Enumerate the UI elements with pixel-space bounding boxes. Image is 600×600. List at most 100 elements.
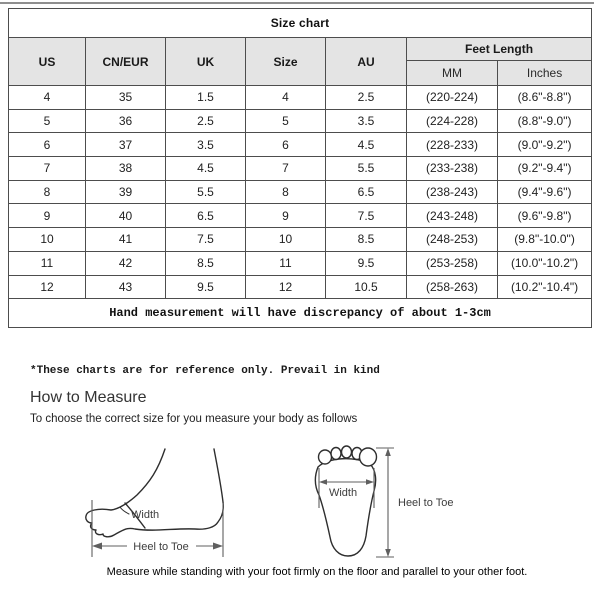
- size-cell: (8.8"-9.0"): [496, 108, 593, 134]
- size-chart-table: Size chart US CN/EUR UK Size AU Feet Len…: [7, 8, 593, 329]
- size-cell: 9: [8, 203, 86, 229]
- table-footnote: Hand measurement will have discrepancy o…: [7, 298, 593, 329]
- size-cell: (9.4"-9.6"): [496, 179, 593, 205]
- size-cell: (233-238): [406, 156, 498, 181]
- table-row: 12 43 9.5 12 10.5 (258-263) (10.2"-10.4"): [8, 274, 593, 300]
- column-header-row: US CN/EUR UK Size AU Feet Length: [8, 37, 593, 86]
- side-view-foot-diagram: Width Heel to Toe: [85, 448, 224, 557]
- size-cell: (238-243): [406, 179, 498, 205]
- size-cell: (10.0"-10.2"): [496, 250, 593, 276]
- column-header-us: US: [8, 37, 86, 86]
- arrowhead-right: [213, 542, 223, 550]
- top-heel-to-toe-label: Heel to Toe: [398, 497, 453, 509]
- size-cell: 12: [245, 274, 326, 300]
- size-cell: 4.5: [325, 132, 407, 158]
- size-cell: (243-248): [406, 203, 498, 229]
- size-cell: 10.5: [325, 274, 407, 300]
- size-cell: 10: [245, 227, 326, 252]
- size-cell: 38: [85, 156, 166, 181]
- size-cell: (9.6"-9.8"): [496, 203, 593, 229]
- foot-outline: [85, 448, 224, 538]
- top-width-label: Width: [329, 487, 357, 499]
- size-cell: 9.5: [325, 250, 407, 276]
- side-width-label: Width: [131, 509, 159, 521]
- column-header-cn-eur: CN/EUR: [85, 37, 166, 86]
- instep-width-line: [124, 502, 146, 529]
- size-cell: 41: [85, 227, 166, 252]
- size-cell: 12: [8, 274, 86, 300]
- size-cell: 9: [245, 203, 326, 229]
- table-row: 6 37 3.5 6 4.5 (228-233) (9.0"-9.2"): [8, 132, 593, 158]
- arrowhead-down: [385, 549, 391, 557]
- column-header-inches: Inches: [496, 60, 593, 86]
- width-leader-line: [119, 506, 130, 515]
- column-header-mm: MM: [406, 60, 498, 86]
- how-to-measure-title: How to Measure: [30, 389, 147, 406]
- size-cell: 6.5: [165, 203, 246, 229]
- size-cell: 3.5: [325, 108, 407, 134]
- column-header-au: AU: [325, 37, 407, 86]
- size-cell: 40: [85, 203, 166, 229]
- table-title-row: Size chart: [7, 8, 593, 38]
- size-cell: 6: [245, 132, 326, 158]
- size-cell: 36: [85, 108, 166, 134]
- size-cell: 39: [85, 179, 166, 205]
- how-to-measure-subtitle: To choose the correct size for you measu…: [30, 413, 358, 425]
- size-cell: 10: [8, 227, 86, 252]
- reference-note: *These charts are for reference only. Pr…: [30, 365, 380, 377]
- toe: [330, 446, 342, 461]
- size-cell: 7.5: [165, 227, 246, 252]
- size-cell: 35: [85, 85, 166, 110]
- column-header-feet-length: Feet Length: [405, 37, 593, 61]
- toe-big: [358, 447, 378, 467]
- size-cell: (9.2"-9.4"): [496, 156, 593, 181]
- size-cell: (9.0"-9.2"): [496, 132, 593, 158]
- size-cell: 7.5: [325, 203, 407, 229]
- size-cell: (248-253): [406, 227, 498, 252]
- table-row: 4 35 1.5 4 2.5 (220-224) (8.6"-8.8"): [8, 85, 593, 110]
- side-heel-to-toe-label: Heel to Toe: [133, 541, 188, 553]
- footprint-outline: [314, 458, 377, 557]
- size-cell: 2.5: [165, 108, 246, 134]
- size-cell: 7: [8, 156, 86, 181]
- table-row: 8 39 5.5 8 6.5 (238-243) (9.4"-9.6"): [8, 179, 593, 205]
- top-divider: [0, 2, 594, 4]
- column-header-size: Size: [245, 37, 326, 86]
- size-cell: (8.6"-8.8"): [496, 85, 593, 110]
- sub-header-row: MM Inches: [9, 60, 593, 86]
- size-cell: 7: [245, 156, 326, 181]
- table-header: Size chart US CN/EUR UK Size AU Feet Len…: [7, 8, 593, 86]
- size-cell: 8.5: [165, 250, 246, 276]
- table-row: 5 36 2.5 5 3.5 (224-228) (8.8"-9.0"): [8, 108, 593, 134]
- table-row: 11 42 8.5 11 9.5 (253-258) (10.0"-10.2"): [8, 250, 593, 276]
- table-body: 4 35 1.5 4 2.5 (220-224) (8.6"-8.8") 5 36 2.5 5 3.5…: [8, 85, 593, 300]
- toe: [340, 445, 353, 459]
- size-cell: 6: [8, 132, 86, 158]
- size-cell: 1.5: [165, 85, 246, 110]
- size-cell: 9.5: [165, 274, 246, 300]
- size-cell: (228-233): [406, 132, 498, 158]
- size-cell: 8.5: [325, 227, 407, 252]
- size-cell: 3.5: [165, 132, 246, 158]
- table-footer: Hand measurement will have discrepancy o…: [7, 298, 593, 329]
- size-cell: (10.2"-10.4"): [496, 274, 593, 300]
- size-cell: 8: [8, 179, 86, 205]
- arrowhead-up: [385, 448, 391, 456]
- size-cell: 6.5: [325, 179, 407, 205]
- top-view-foot-diagram: Width Heel to Toe: [314, 445, 453, 558]
- arrowhead-left: [319, 479, 327, 485]
- size-cell: (253-258): [406, 250, 498, 276]
- size-cell: (224-228): [406, 108, 498, 134]
- size-cell: 5: [8, 108, 86, 134]
- size-cell: 43: [85, 274, 166, 300]
- table-row: 7 38 4.5 7 5.5 (233-238) (9.2"-9.4"): [8, 156, 593, 181]
- size-cell: 4: [8, 85, 86, 110]
- size-cell: 11: [245, 250, 326, 276]
- column-header-uk: UK: [165, 37, 246, 86]
- table-title: Size chart: [7, 8, 593, 38]
- size-cell: 5: [245, 108, 326, 134]
- size-cell: 5.5: [325, 156, 407, 181]
- size-cell: (9.8"-10.0"): [496, 227, 593, 252]
- table-row: 10 41 7.5 10 8.5 (248-253) (9.8"-10.0"): [8, 227, 593, 252]
